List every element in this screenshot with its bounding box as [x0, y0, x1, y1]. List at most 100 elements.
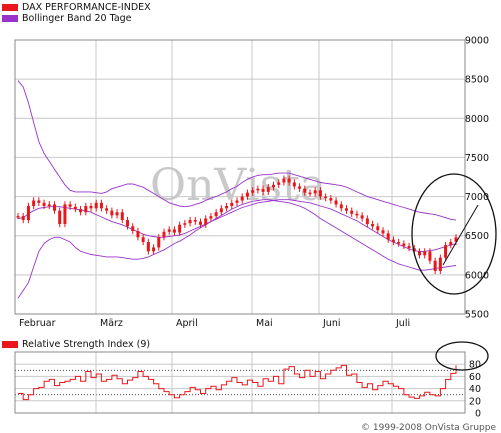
dax-price-bar — [193, 220, 197, 222]
rsi-y-tick-label: 80 — [469, 360, 481, 371]
dax-price-bar — [178, 224, 182, 233]
dax-price-bar — [292, 182, 296, 187]
y-tick-label: 5500 — [465, 310, 489, 321]
dax-price-bar — [371, 223, 375, 227]
main-x-axis: Februar März April Mai Juni Juli — [19, 318, 410, 329]
dax-price-bar — [89, 205, 93, 209]
x-tick-label: Februar — [19, 318, 56, 329]
rsi-grid — [15, 352, 465, 413]
dax-price-bar — [318, 190, 322, 197]
dax-price-bar — [407, 245, 411, 249]
dax-price-bar — [58, 210, 62, 224]
dax-price-bar — [209, 216, 213, 219]
dax-price-bar — [110, 210, 114, 216]
legend-item-rsi[interactable]: Relative Strength Index (9) — [2, 339, 150, 350]
dax-price-bar — [277, 182, 281, 185]
dax-price-bar — [141, 237, 145, 242]
dax-price-bar — [418, 251, 421, 256]
dax-price-bar — [334, 200, 338, 205]
dax-price-bar — [313, 190, 317, 194]
dax-price-bar — [449, 241, 453, 246]
dax-price-bar — [412, 248, 416, 252]
dax-price-bar — [188, 220, 192, 224]
dax-price-bar — [214, 212, 218, 217]
dax-price-bar — [152, 247, 156, 252]
dax-price-bar — [172, 229, 176, 233]
dax-price-bar — [131, 226, 135, 232]
dax-price-bar — [146, 241, 150, 252]
dax-price-bar — [84, 205, 88, 213]
dax-price-bar — [287, 178, 291, 183]
legend-swatch-dax — [2, 4, 18, 11]
y-tick-label: 8500 — [465, 75, 489, 86]
dax-price-bar — [157, 237, 161, 248]
copyright-text: © 1999-2008 OnVista Gruppe — [361, 423, 496, 433]
dax-price-bar — [42, 202, 46, 206]
dax-price-bar — [339, 204, 343, 209]
dax-price-bar — [324, 196, 328, 199]
dax-price-bar — [162, 231, 166, 238]
x-tick-label: April — [176, 318, 198, 329]
dax-price-bar — [438, 257, 442, 271]
dax-price-bar — [183, 223, 187, 225]
dax-price-bar — [454, 237, 458, 242]
dax-price-bar — [219, 208, 223, 213]
y-tick-label: 9000 — [465, 36, 489, 47]
annotation-circle-main — [411, 173, 497, 295]
y-tick-label: 7500 — [465, 153, 489, 164]
dax-price-bar — [329, 198, 333, 201]
dax-price-bar — [397, 241, 401, 244]
dax-price-bar — [298, 186, 302, 189]
bollinger-band-line — [17, 199, 457, 299]
dax-price-bar — [365, 218, 369, 224]
legend-swatch-rsi — [2, 341, 18, 348]
dax-price-bar — [266, 187, 270, 192]
dax-price-bar — [37, 200, 41, 203]
legend-label-rsi: Relative Strength Index (9) — [22, 339, 151, 350]
y-tick-label: 6000 — [465, 270, 489, 281]
x-tick-label: März — [100, 318, 123, 329]
dax-price-bar — [230, 202, 234, 206]
dax-price-bar — [433, 260, 437, 271]
legend-item-bollinger[interactable]: Bollinger Band 20 Tage — [2, 13, 151, 24]
dax-price-bar — [63, 204, 67, 224]
main-y-axis: 9000 8500 8000 7500 7000 6500 6000 5500 — [465, 36, 489, 321]
dax-price-bar — [235, 200, 239, 203]
y-tick-label: 8000 — [465, 114, 489, 125]
y-tick-label: 7000 — [465, 192, 489, 203]
dax-price-bar — [386, 233, 390, 240]
dax-price-bar — [360, 215, 364, 219]
dax-price-bar — [282, 178, 286, 183]
dax-price-bar — [199, 221, 202, 225]
dax-price-bar — [53, 204, 56, 211]
rsi-line — [18, 364, 457, 401]
rsi-y-tick-label: 20 — [469, 396, 481, 407]
dax-price-bar — [381, 230, 385, 234]
dax-price-bar — [26, 205, 30, 221]
annotation-circle-rsi — [435, 341, 489, 371]
dax-price-bar — [225, 205, 229, 209]
rsi-series — [18, 364, 457, 401]
rsi-y-tick-label: 60 — [469, 372, 481, 383]
dax-price-bar — [355, 213, 359, 216]
legend-swatch-bollinger — [2, 15, 18, 22]
legend-item-dax[interactable]: DAX PERFORMANCE-INDEX — [2, 2, 151, 13]
bollinger-band-line — [17, 199, 457, 252]
dax-price-bar — [272, 184, 275, 188]
dax-price-bar — [73, 206, 77, 210]
dax-price-bar — [16, 216, 20, 218]
bollinger-band-line — [17, 80, 457, 221]
dax-price-bar — [444, 245, 448, 258]
dax-price-bar — [99, 202, 103, 209]
rsi-y-tick-label: 40 — [469, 384, 481, 395]
dax-price-bar — [345, 208, 348, 211]
dax-price-bar — [402, 243, 406, 246]
rsi-y-tick-label: 0 — [475, 409, 481, 420]
dax-price-bar — [261, 188, 265, 192]
dax-price-bar — [251, 190, 255, 193]
dax-price-bar — [115, 212, 119, 216]
main-plot-frame — [14, 39, 466, 315]
x-tick-label: Juni — [322, 318, 340, 329]
